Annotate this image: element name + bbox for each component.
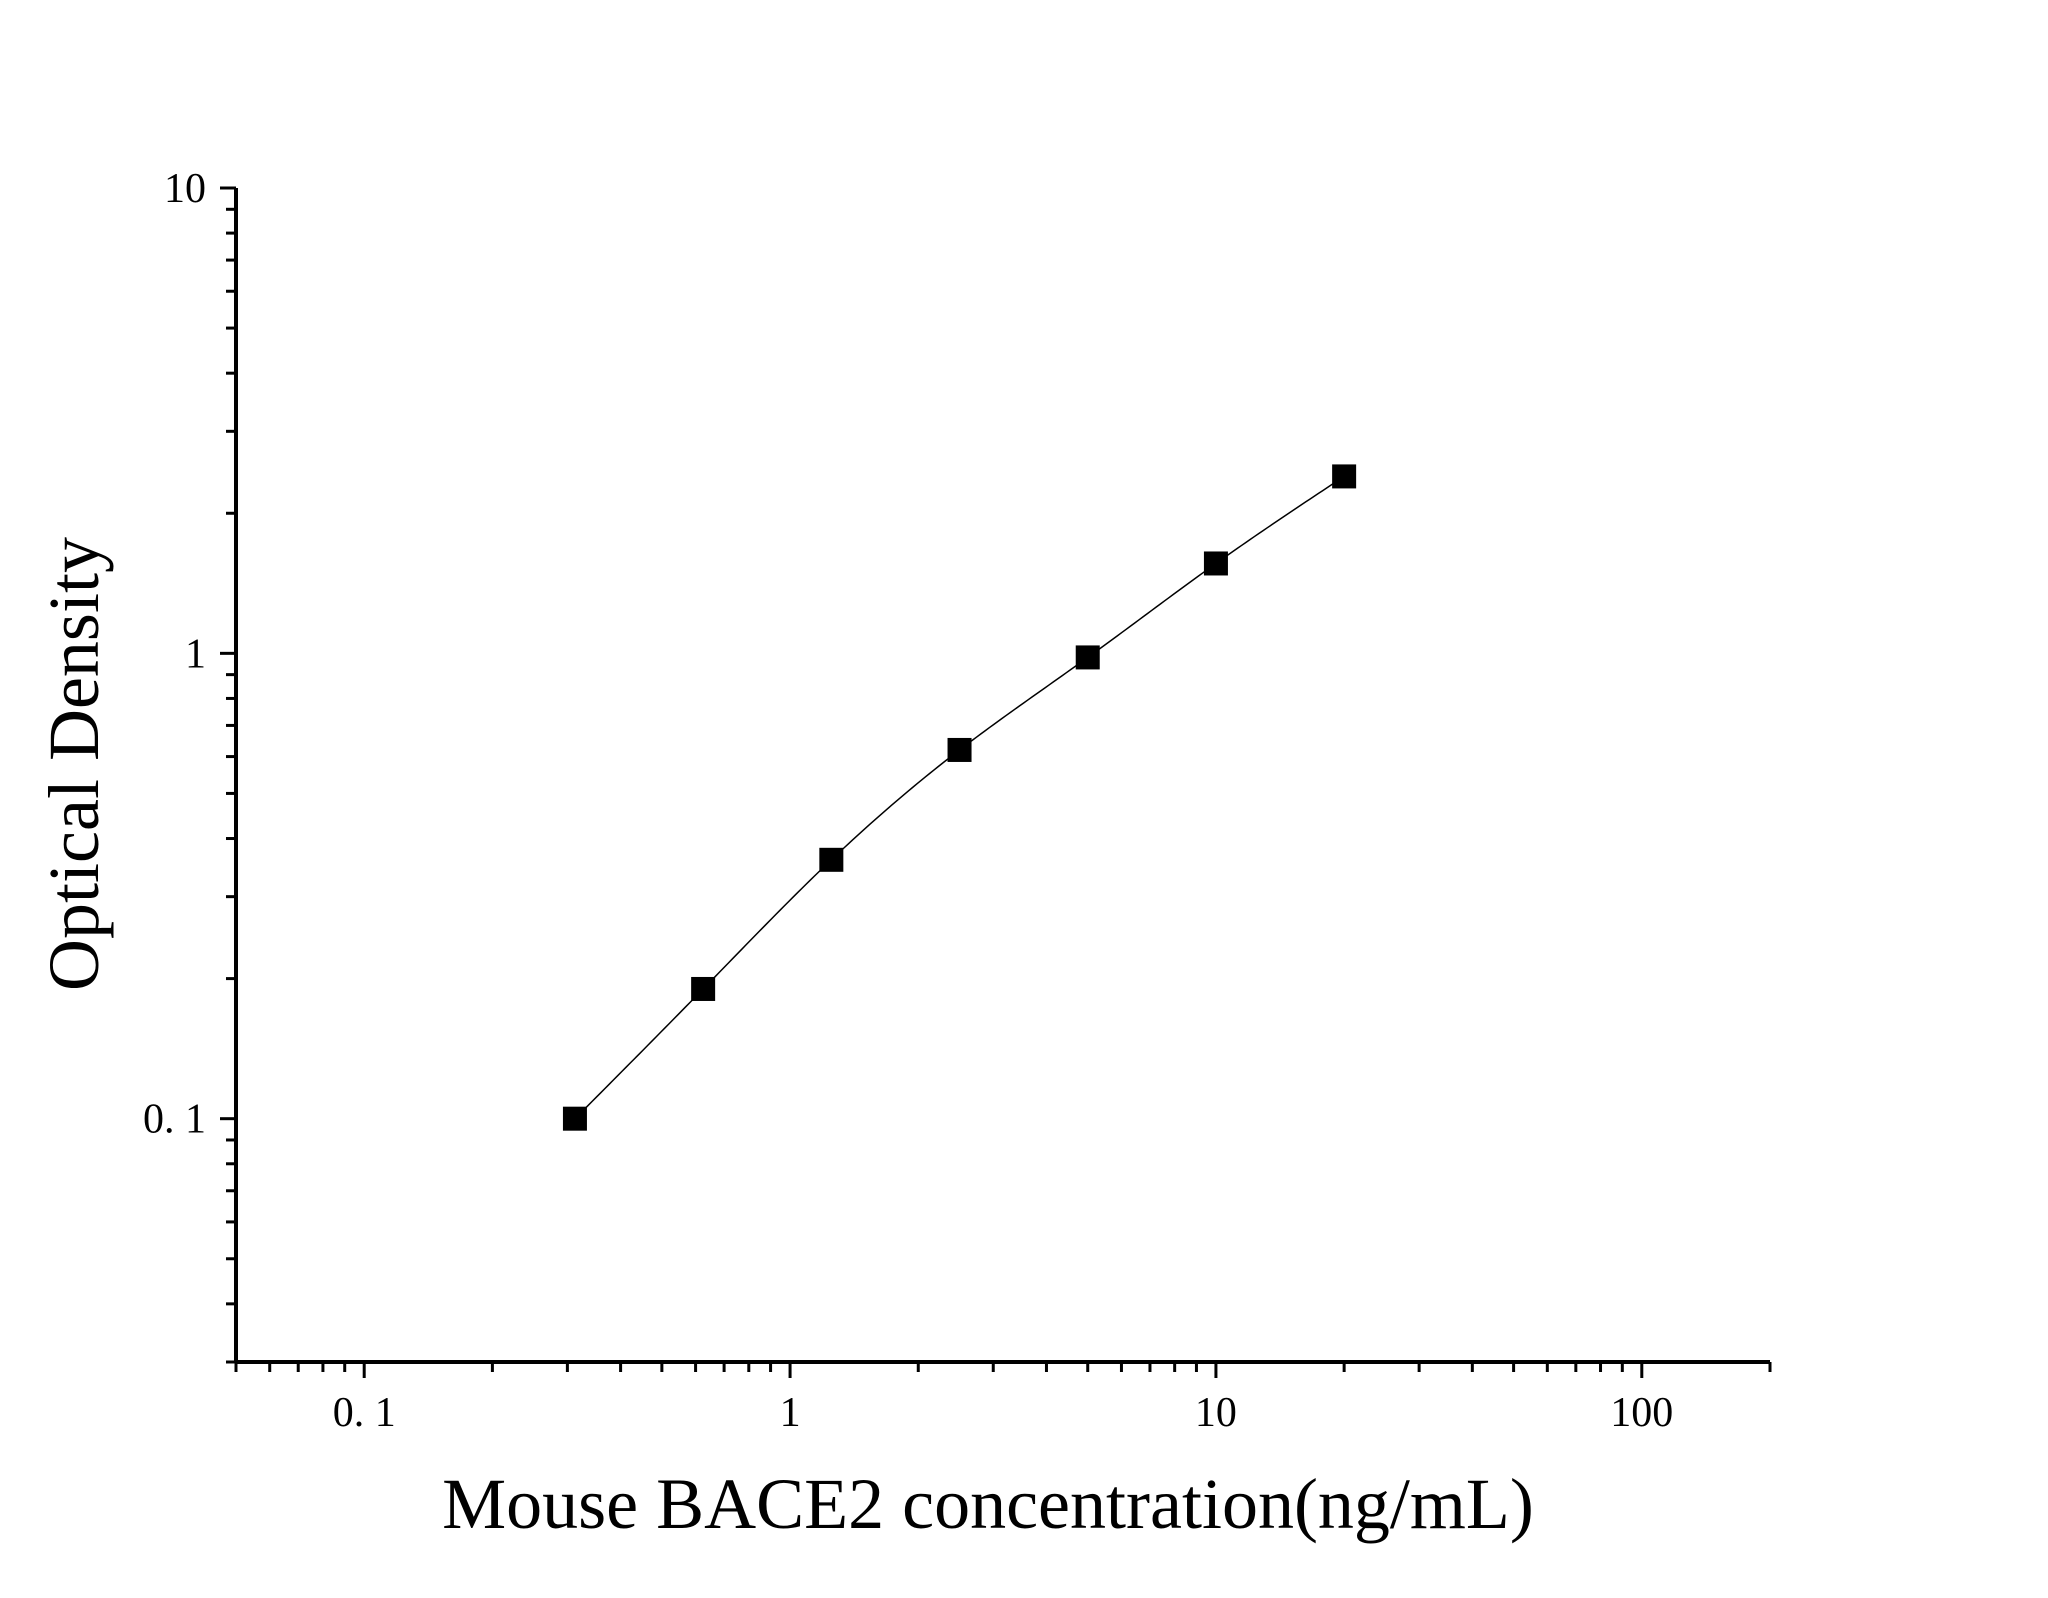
y-tick-label: 0. 1: [143, 1097, 206, 1143]
data-point: [1203, 551, 1228, 576]
data-point: [819, 847, 844, 872]
y-tick-label: 1: [185, 631, 206, 677]
x-ticks: [234, 1362, 1772, 1378]
y-axis-title: Optical Density: [34, 537, 114, 991]
data-markers: [562, 464, 1357, 1131]
y-tick-label: 10: [164, 166, 206, 212]
x-tick-label: 100: [1610, 1390, 1673, 1436]
axes: [234, 188, 1770, 1364]
data-point: [1332, 464, 1357, 489]
data-point: [1075, 645, 1100, 670]
x-axis-title: Mouse BACE2 concentration(ng/mL): [442, 1464, 1534, 1544]
y-tick-labels: 0. 1 1 10: [143, 166, 206, 1143]
fit-curve: [574, 475, 1345, 1120]
x-tick-label: 1: [780, 1390, 801, 1436]
data-point: [691, 976, 716, 1001]
y-ticks: [220, 186, 236, 1364]
data-point: [947, 737, 972, 762]
x-tick-label: 0. 1: [333, 1390, 396, 1436]
data-point: [562, 1106, 587, 1131]
x-tick-labels: 0. 1 1 10 100: [333, 1390, 1674, 1436]
x-tick-label: 10: [1195, 1390, 1237, 1436]
